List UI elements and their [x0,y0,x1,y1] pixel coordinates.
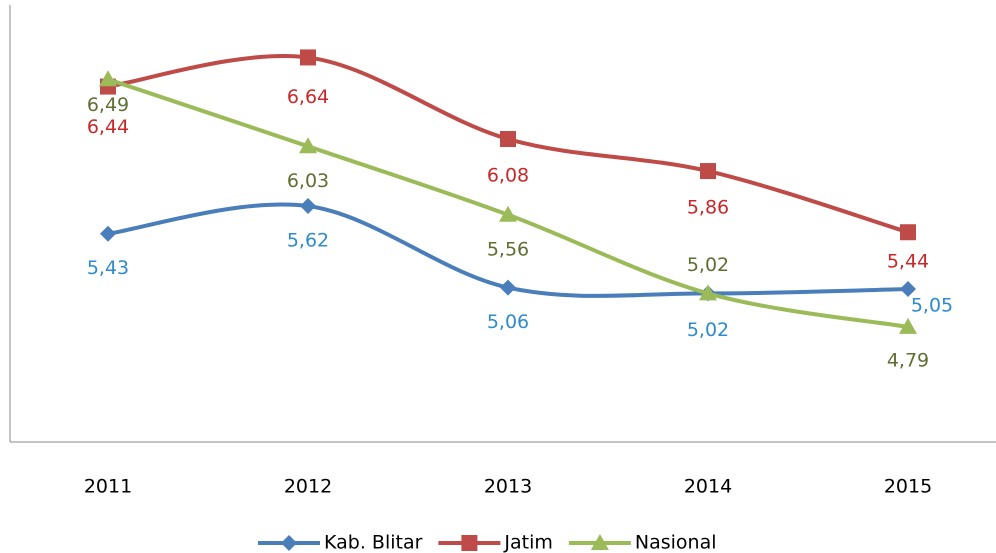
legend-marker [590,534,609,550]
point-marker [500,131,516,148]
legend-label: Kab. Blitar [324,532,423,553]
data-label: 5,06 [487,311,529,333]
x-tick-label: 2015 [884,476,932,498]
point-marker [99,70,117,87]
data-label: 6,03 [287,170,329,192]
x-tick-label: 2012 [284,476,332,498]
legend-marker [461,535,478,551]
point-marker [900,281,916,298]
legend-label: Nasional [635,532,717,553]
data-label: 6,49 [87,94,129,116]
legend-marker [281,535,297,551]
point-marker [100,225,116,242]
point-marker [499,205,517,222]
data-label: 6,64 [287,86,329,108]
data-label: 5,02 [687,254,729,276]
data-label: 5,43 [87,257,129,279]
data-label: 5,62 [287,230,329,252]
point-marker [700,163,716,180]
x-tick-label: 2014 [684,476,732,498]
data-label: 5,44 [887,251,929,273]
data-label: 6,08 [487,165,529,187]
point-marker [300,49,316,66]
point-marker [900,224,916,241]
point-marker [899,317,917,334]
x-tick-label: 2013 [484,476,532,498]
point-marker [500,279,516,296]
data-label: 6,44 [87,116,129,138]
legend-label: Jatim [503,532,552,553]
data-label: 5,86 [687,197,729,219]
point-marker [299,137,317,154]
data-label: 5,05 [911,295,953,317]
point-marker [699,284,717,301]
point-marker [300,198,316,215]
data-label: 5,56 [487,238,529,260]
data-label: 5,02 [687,319,729,341]
x-tick-label: 2011 [84,476,132,498]
data-label: 4,79 [887,349,929,371]
